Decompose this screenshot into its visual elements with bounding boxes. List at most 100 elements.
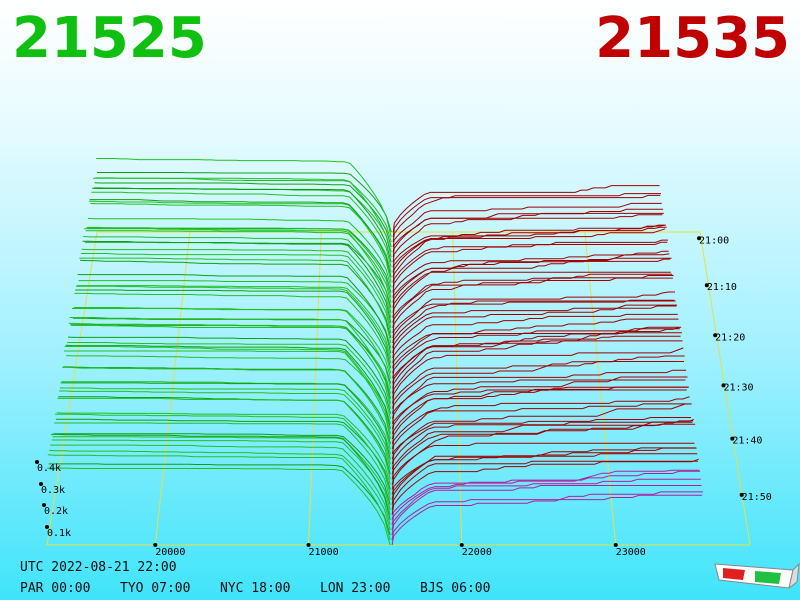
ask-depth-line xyxy=(391,469,700,520)
bid-depth-line xyxy=(83,236,392,318)
tick-dot xyxy=(39,482,43,486)
price-grid-line xyxy=(308,231,322,546)
tick-dot xyxy=(42,503,46,507)
bid-depth-line xyxy=(75,289,392,369)
bid-depth-line xyxy=(76,285,392,364)
ask-depth-line xyxy=(392,194,661,238)
bid-depth-line xyxy=(80,253,392,334)
time-tick-label: 21:10 xyxy=(707,282,737,293)
world-clock: BJS 06:00 xyxy=(420,581,491,596)
ask-depth-line xyxy=(391,447,697,500)
bid-depth-line xyxy=(63,366,391,445)
bid-depth-line xyxy=(60,382,391,460)
bid-depth-line xyxy=(88,200,392,283)
bid-depth-line xyxy=(57,397,391,480)
ask-depth-line xyxy=(392,335,681,384)
bid-depth-line xyxy=(78,280,392,349)
price-grid-line xyxy=(584,231,617,546)
ask-depth-line xyxy=(392,277,673,328)
bid-depth-line xyxy=(63,350,391,440)
ask-depth-line xyxy=(392,275,674,334)
ask-depth-line xyxy=(391,453,698,505)
depth-tick-label: 0.4k xyxy=(37,463,61,474)
ask-depth-line xyxy=(392,386,689,440)
tick-dot xyxy=(35,460,39,464)
tick-dot xyxy=(306,543,311,547)
bid-depth-line xyxy=(81,248,392,329)
bid-depth-line xyxy=(53,433,391,505)
bid-depth-line xyxy=(48,463,391,536)
bid-depth-line xyxy=(96,158,392,238)
bid-depth-line xyxy=(88,217,392,288)
ask-depth-line xyxy=(392,193,661,243)
ask-depth-line xyxy=(392,239,668,293)
time-tick-label: 21:50 xyxy=(742,492,772,503)
ask-depth-line xyxy=(392,250,669,298)
bid-depth-line xyxy=(51,433,391,520)
ask-depth-line xyxy=(392,224,666,278)
ask-depth-line xyxy=(392,208,664,258)
tick-dot xyxy=(153,543,158,547)
tick-dot xyxy=(459,543,464,547)
ask-depth-line xyxy=(392,273,673,323)
bid-depth-line xyxy=(59,390,391,470)
ask-depth-line xyxy=(391,403,692,465)
ask-depth-line xyxy=(391,403,691,455)
ask-depth-line xyxy=(392,305,677,354)
ask-depth-line xyxy=(391,423,696,490)
bid-depth-line xyxy=(67,342,391,419)
ask-depth-line xyxy=(391,419,694,480)
bid-depth-line xyxy=(55,413,391,495)
bid-depth-line xyxy=(97,172,392,233)
ask-depth-line xyxy=(392,202,662,248)
bid-depth-line xyxy=(89,199,392,278)
bid-depth-line xyxy=(59,387,391,465)
time-tick-label: 21:40 xyxy=(732,436,762,447)
bid-depth-line xyxy=(85,230,392,303)
ask-depth-line xyxy=(392,300,676,349)
tick-dot xyxy=(713,333,718,338)
bid-depth-line xyxy=(47,467,391,546)
ask-depth-line xyxy=(392,361,684,409)
bid-depth-line xyxy=(55,418,391,490)
bid-depth-line xyxy=(51,439,391,515)
ask-depth-line xyxy=(392,228,666,273)
world-clock: LON 23:00 xyxy=(320,581,391,596)
bid-depth-line xyxy=(65,344,391,430)
time-tick-label: 21:20 xyxy=(715,332,745,343)
ask-depth-line xyxy=(391,396,690,450)
ask-depth-line xyxy=(392,332,682,394)
bid-depth-line xyxy=(69,317,392,404)
price-grid-line xyxy=(452,231,463,546)
ask-depth-line xyxy=(392,224,665,268)
tick-dot xyxy=(721,383,726,388)
ask-depth-line xyxy=(391,458,699,515)
ask-depth-line xyxy=(392,257,672,318)
world-clock: TYO 07:00 xyxy=(120,581,191,596)
bid-depth-line xyxy=(67,336,392,414)
price-tick-label: 23000 xyxy=(616,547,646,558)
bid-depth-line xyxy=(94,182,392,248)
ask-depth-line xyxy=(392,304,678,359)
bid-depth-line xyxy=(80,259,392,339)
bid-price: 21525 xyxy=(12,6,207,71)
ask-depth-line xyxy=(392,328,680,379)
tick-dot xyxy=(45,525,49,529)
ask-depth-line xyxy=(392,386,689,445)
tick-dot xyxy=(613,543,618,547)
ask-depth-line xyxy=(392,185,660,233)
bid-depth-line xyxy=(68,322,392,409)
ask-depth-line xyxy=(392,226,667,283)
bid-depth-line xyxy=(66,355,391,424)
bid-depth-line xyxy=(70,324,392,399)
ask-depth-line xyxy=(391,491,703,546)
ask-depth-line xyxy=(392,369,687,424)
ask-depth-line xyxy=(391,421,693,470)
bid-depth-line xyxy=(64,346,391,435)
ask-depth-line xyxy=(392,347,684,404)
bid-depth-line xyxy=(56,412,391,485)
bid-depth-line xyxy=(49,449,391,531)
depth-tick-label: 0.2k xyxy=(44,506,68,517)
